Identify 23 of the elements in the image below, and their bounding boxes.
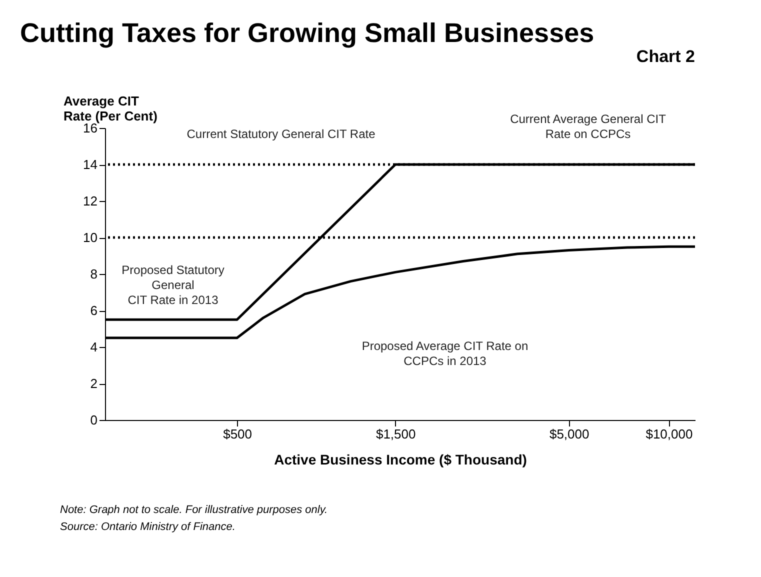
- chart-subtitle: Chart 2: [636, 47, 695, 66]
- y-axis-title: Average CIT Rate (Per Cent): [64, 94, 158, 124]
- chart-title: Cutting Taxes for Growing Small Businesses: [20, 18, 594, 48]
- y-tick-label: 2: [90, 376, 98, 391]
- annotation: Proposed Statutory General CIT Rate in 2013: [122, 263, 224, 307]
- x-tick-label: $1,500: [376, 426, 416, 442]
- y-tick-label: 12: [83, 194, 98, 208]
- annotation: Current Average General CIT Rate on CCPCs: [510, 112, 667, 141]
- x-tick-label: $5,000: [549, 426, 590, 442]
- x-tick-label: $10,000: [646, 426, 693, 442]
- annotation: Proposed Average CIT Rate on CCPCs in 2013: [362, 339, 528, 368]
- x-tick-label: $500: [223, 426, 252, 442]
- source-note: Source: Ontario Ministry of Finance.: [60, 521, 236, 533]
- y-tick-label: 0: [90, 412, 98, 428]
- y-tick-label: 10: [83, 230, 98, 245]
- y-tick-label: 8: [90, 266, 98, 282]
- y-tick-label: 4: [90, 340, 98, 354]
- y-tick-label: 6: [90, 303, 98, 318]
- x-axis-title: Active Business Income ($ Thousand): [274, 452, 527, 468]
- y-tick-label: 16: [83, 120, 98, 136]
- text: Note: Graph not to scale. For illustrative purposes only.: [60, 504, 328, 516]
- y-tick-label: 14: [83, 157, 98, 172]
- annotation: Current Statutory General CIT Rate: [186, 127, 376, 141]
